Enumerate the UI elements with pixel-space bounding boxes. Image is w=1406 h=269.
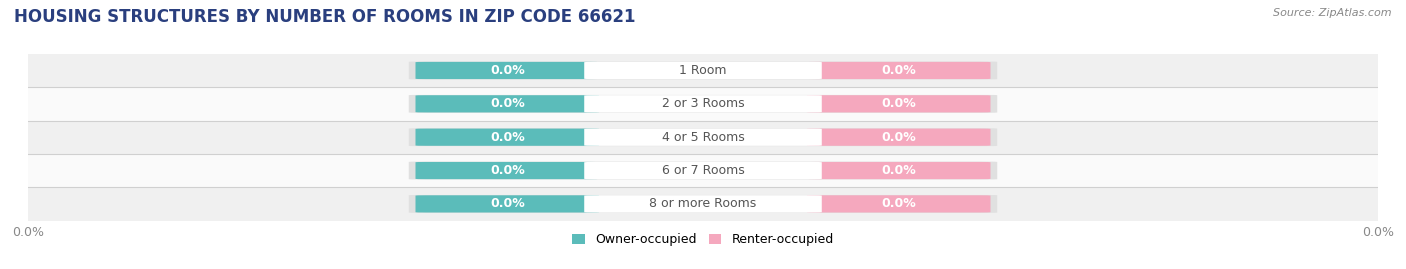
FancyBboxPatch shape bbox=[585, 95, 821, 112]
Text: Source: ZipAtlas.com: Source: ZipAtlas.com bbox=[1274, 8, 1392, 18]
Text: 8 or more Rooms: 8 or more Rooms bbox=[650, 197, 756, 210]
FancyBboxPatch shape bbox=[409, 195, 997, 213]
FancyBboxPatch shape bbox=[416, 162, 599, 179]
Text: HOUSING STRUCTURES BY NUMBER OF ROOMS IN ZIP CODE 66621: HOUSING STRUCTURES BY NUMBER OF ROOMS IN… bbox=[14, 8, 636, 26]
FancyBboxPatch shape bbox=[409, 62, 997, 79]
FancyBboxPatch shape bbox=[28, 121, 1378, 154]
FancyBboxPatch shape bbox=[807, 162, 990, 179]
Text: 0.0%: 0.0% bbox=[882, 97, 917, 110]
Text: 2 or 3 Rooms: 2 or 3 Rooms bbox=[662, 97, 744, 110]
FancyBboxPatch shape bbox=[409, 128, 997, 146]
FancyBboxPatch shape bbox=[28, 54, 1378, 87]
FancyBboxPatch shape bbox=[28, 187, 1378, 221]
FancyBboxPatch shape bbox=[416, 95, 599, 112]
Text: 0.0%: 0.0% bbox=[489, 197, 524, 210]
FancyBboxPatch shape bbox=[585, 195, 821, 213]
Text: 4 or 5 Rooms: 4 or 5 Rooms bbox=[662, 131, 744, 144]
FancyBboxPatch shape bbox=[585, 62, 821, 79]
FancyBboxPatch shape bbox=[416, 129, 599, 146]
Text: 0.0%: 0.0% bbox=[489, 97, 524, 110]
Text: 6 or 7 Rooms: 6 or 7 Rooms bbox=[662, 164, 744, 177]
FancyBboxPatch shape bbox=[28, 87, 1378, 121]
Text: 0.0%: 0.0% bbox=[489, 64, 524, 77]
Text: 0.0%: 0.0% bbox=[882, 197, 917, 210]
FancyBboxPatch shape bbox=[807, 95, 990, 112]
Text: 1 Room: 1 Room bbox=[679, 64, 727, 77]
FancyBboxPatch shape bbox=[416, 195, 599, 213]
FancyBboxPatch shape bbox=[409, 95, 997, 113]
FancyBboxPatch shape bbox=[807, 195, 990, 213]
Text: 0.0%: 0.0% bbox=[882, 131, 917, 144]
Text: 0.0%: 0.0% bbox=[882, 164, 917, 177]
FancyBboxPatch shape bbox=[807, 62, 990, 79]
Text: 0.0%: 0.0% bbox=[489, 164, 524, 177]
FancyBboxPatch shape bbox=[409, 162, 997, 179]
Text: 0.0%: 0.0% bbox=[882, 64, 917, 77]
FancyBboxPatch shape bbox=[416, 62, 599, 79]
Legend: Owner-occupied, Renter-occupied: Owner-occupied, Renter-occupied bbox=[568, 228, 838, 251]
FancyBboxPatch shape bbox=[28, 154, 1378, 187]
FancyBboxPatch shape bbox=[807, 129, 990, 146]
Text: 0.0%: 0.0% bbox=[489, 131, 524, 144]
FancyBboxPatch shape bbox=[585, 162, 821, 179]
FancyBboxPatch shape bbox=[585, 129, 821, 146]
